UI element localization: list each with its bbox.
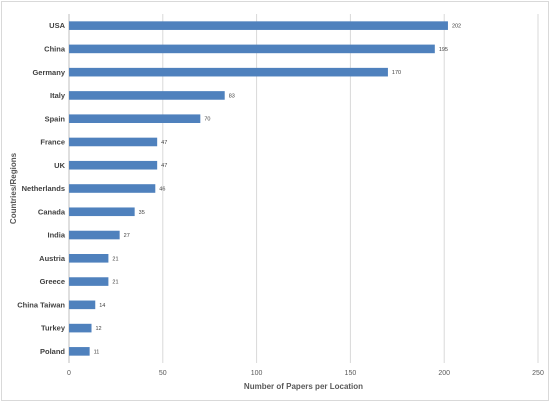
- labels: 0 50 100 150 200 250 USA 202 China 195 Germany 170 I…: [17, 21, 544, 377]
- bar-spain: [69, 114, 201, 123]
- data-label: 83: [229, 93, 235, 99]
- category-label: China Taiwan: [17, 300, 65, 309]
- x-tick-label: 0: [67, 370, 71, 377]
- category-label: Netherlands: [22, 184, 65, 193]
- data-label: 27: [124, 233, 130, 239]
- data-label: 46: [159, 187, 165, 193]
- data-label: 35: [139, 210, 145, 216]
- bar-turkey: [69, 323, 92, 333]
- bar-uk: [69, 160, 158, 170]
- data-label: 70: [204, 117, 210, 123]
- bar-poland: [69, 347, 90, 356]
- bar-china-taiwan: [69, 300, 96, 310]
- data-label: 47: [161, 140, 167, 146]
- category-label: UK: [54, 161, 65, 170]
- data-label: 202: [452, 24, 461, 30]
- category-label: Poland: [40, 347, 65, 356]
- bar-china: [69, 44, 435, 54]
- category-label: Italy: [50, 91, 66, 100]
- bar-netherlands: [69, 184, 156, 193]
- x-axis-title: Number of Papers per Location: [244, 382, 363, 391]
- x-tick-label: 200: [438, 370, 450, 377]
- data-label: 47: [161, 163, 167, 169]
- bar-austria: [69, 254, 109, 263]
- x-tick-label: 100: [251, 370, 263, 377]
- category-label: Canada: [38, 207, 66, 216]
- bar-usa: [69, 21, 448, 30]
- bars: [69, 21, 448, 356]
- x-tick-label: 250: [532, 370, 544, 377]
- data-label: 170: [392, 70, 401, 76]
- x-tick-label: 50: [159, 370, 167, 377]
- data-label: 11: [94, 349, 100, 355]
- data-label: 14: [99, 303, 105, 309]
- category-label: USA: [49, 21, 65, 30]
- bar-italy: [69, 91, 225, 100]
- data-label: 195: [439, 47, 448, 53]
- category-label: Spain: [45, 114, 66, 123]
- category-label: France: [40, 138, 65, 147]
- data-label: 21: [112, 280, 118, 286]
- category-label: Turkey: [41, 324, 66, 333]
- bar-canada: [69, 207, 135, 217]
- data-label: 12: [96, 326, 102, 332]
- category-label: Germany: [32, 68, 65, 77]
- x-tick-label: 150: [345, 370, 357, 377]
- data-label: 21: [112, 256, 118, 262]
- category-label: China: [44, 45, 66, 54]
- bar-france: [69, 137, 158, 147]
- category-label: Austria: [39, 254, 66, 263]
- category-label: Greece: [40, 277, 65, 286]
- bar-greece: [69, 277, 109, 286]
- bar-germany: [69, 67, 388, 77]
- category-label: India: [47, 231, 65, 240]
- y-axis-title: Countries/Regions: [9, 152, 18, 224]
- bar-india: [69, 230, 120, 240]
